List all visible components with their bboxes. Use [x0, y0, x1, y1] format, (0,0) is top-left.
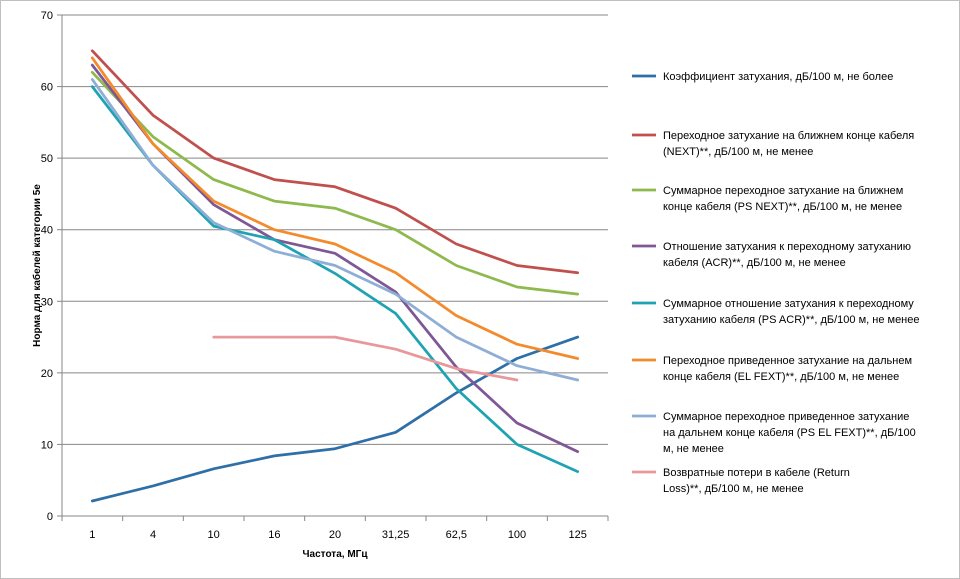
x-tick-label: 10: [208, 529, 220, 541]
legend-entry-6: Переходное приведенное затухание на даль…: [663, 355, 912, 367]
legend-entry-2: (NEXT)**, дБ/100 м, не менее: [663, 146, 813, 158]
x-tick-label: 100: [508, 529, 526, 541]
series-line-7: [90, 78, 580, 382]
gridlines: [62, 14, 608, 445]
y-tick-label: 30: [41, 296, 53, 308]
legend-entry-7: м, не менее: [663, 443, 724, 455]
legend-entry-3: Суммарное переходное затухание на ближне…: [663, 185, 903, 197]
y-tick-label: 50: [41, 153, 53, 165]
x-tick-label: 31,25: [382, 529, 410, 541]
series-line-3: [90, 70, 580, 296]
series-line-1: [90, 335, 580, 503]
series-line-2: [90, 49, 580, 275]
x-tick-label: 1: [89, 529, 95, 541]
y-tick-label: 70: [41, 10, 53, 22]
legend: Коэффициент затухания, дБ/100 м, не боле…: [632, 71, 920, 495]
y-tick-label: 10: [41, 439, 53, 451]
legend-entry-7: на дальнем конце кабеля (PS EL FEXT)**, …: [663, 427, 916, 439]
series-line-8: [212, 335, 519, 382]
x-tick-label: 125: [568, 529, 586, 541]
x-tick-label: 62,5: [446, 529, 467, 541]
legend-entry-3: конце кабеля (PS NEXT)**, дБ/100 м, не м…: [663, 201, 902, 213]
legend-entry-7: Суммарное переходное приведенное затухан…: [663, 411, 909, 423]
legend-entry-1: Коэффициент затухания, дБ/100 м, не боле…: [663, 71, 893, 83]
y-tick-label: 0: [47, 511, 53, 523]
legend-entry-8: Возвратные потери в кабеле (Return: [663, 467, 850, 479]
x-axis-title: Частота, МГц: [303, 549, 369, 560]
legend-entry-5: Суммарное отношение затухания к переходн…: [663, 298, 914, 310]
x-tick-label: 4: [150, 529, 156, 541]
x-tick-label: 20: [329, 529, 341, 541]
legend-entry-4: Отношение затухания к переходному затуха…: [663, 241, 911, 253]
legend-entry-5: затуханию кабеля (PS ACR)**, дБ/100 м, н…: [663, 314, 920, 326]
y-axis-title: Норма для кабелей категории 5е: [31, 184, 43, 347]
y-tick-label: 40: [41, 225, 53, 237]
y-tick-label: 20: [41, 368, 53, 380]
legend-entry-8: Loss)**, дБ/100 м, не менее: [663, 483, 804, 495]
series-lines: [90, 49, 580, 503]
legend-entry-4: кабеля (ACR)**, дБ/100 м, не менее: [663, 257, 846, 269]
y-tick-label: 60: [41, 82, 53, 94]
legend-entry-2: Переходное затухание на ближнем конце ка…: [663, 130, 914, 142]
series-line-6: [90, 56, 580, 360]
axes: 0 10 20 30 40 50 60 70 1 4 10 16 20 31,25 62,5 100 125: [41, 10, 609, 541]
legend-entry-6: конце кабеля (EL FEXT)**, дБ/100 м, не м…: [663, 371, 899, 383]
x-tick-label: 16: [268, 529, 280, 541]
